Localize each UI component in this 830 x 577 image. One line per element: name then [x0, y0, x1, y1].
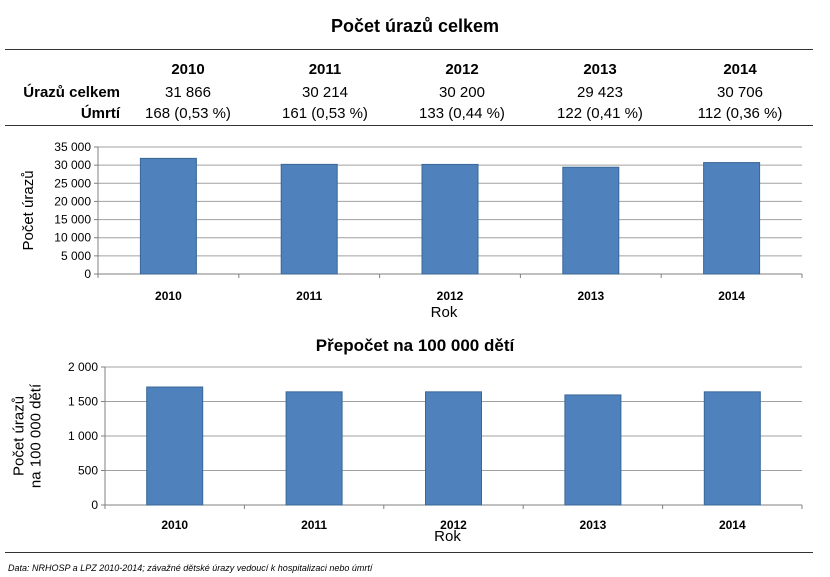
x-tick-label: 2012 [437, 289, 464, 303]
page-title: Počet úrazů celkem [330, 16, 500, 36]
y-tick-label: 500 [78, 464, 98, 478]
chart2-title: Přepočet na 100 000 dětí [315, 336, 515, 355]
year-header: 2012 [445, 61, 479, 78]
bar-2010 [139, 157, 197, 275]
per-100k-bar-chart: 0 500 1 000 1 500 2 000 2010 2011 2012 2013 2014 R… [11, 360, 803, 545]
table-cell: 30 706 [717, 84, 763, 101]
y-tick-label: 2 000 [68, 360, 98, 374]
bar-2013 [564, 394, 622, 506]
table-cell: 112 (0,36 %) [697, 105, 783, 122]
table-cell: 31 866 [165, 84, 211, 101]
y-axis-label-line: Počet úrazů [11, 396, 28, 476]
y-axis-label-line: na 100 000 dětí [28, 383, 45, 488]
bar-2012 [421, 163, 479, 275]
bar-2011 [280, 163, 338, 275]
y-axis-label: Počet úrazů na 100 000 dětí [11, 383, 45, 488]
year-header: 2013 [583, 61, 617, 78]
y-tick-label: 25 000 [54, 176, 91, 190]
divider-table [5, 125, 813, 126]
divider-bottom [5, 552, 813, 553]
bar-2010 [146, 386, 204, 506]
year-header: 2014 [723, 61, 757, 78]
x-tick-label: 2014 [718, 289, 745, 303]
y-tick-label: 1 500 [68, 395, 98, 409]
y-axis-label: Počet úrazů [20, 170, 37, 250]
y-tick-label: 0 [91, 498, 98, 512]
row-label-deaths: Úmrtí [80, 105, 120, 122]
y-tick-label: 30 000 [54, 158, 91, 172]
y-axis-label-line: Počet úrazů [20, 170, 37, 250]
table-cell: 133 (0,44 %) [419, 105, 505, 122]
row-label-injuries: Úrazů celkem [23, 84, 120, 101]
y-tick-label: 5 000 [61, 249, 91, 263]
x-tick-label: 2014 [719, 518, 746, 532]
x-tick-label: 2013 [580, 518, 607, 532]
y-tick-label: 15 000 [54, 213, 91, 227]
table-cell: 122 (0,41 %) [557, 105, 643, 122]
y-tick-label: 35 000 [54, 140, 91, 154]
x-tick-label: 2012 [440, 518, 467, 532]
y-tick-label: 10 000 [54, 231, 91, 245]
table-cell: 30 200 [439, 84, 485, 101]
x-tick-label: 2011 [301, 518, 327, 532]
bar-2012 [425, 391, 482, 506]
table-cell: 168 (0,53 %) [145, 105, 231, 122]
x-axis-label: Rok [434, 528, 461, 545]
x-axis-label: Rok [431, 304, 458, 321]
y-tick-label: 20 000 [54, 194, 91, 208]
x-tick-label: 2010 [155, 289, 182, 303]
source-note: Data: NRHOSP a LPZ 2010-2014; závažné dě… [8, 563, 373, 573]
bar-2014 [703, 391, 761, 506]
injuries-bar-chart: 0 5 000 10 000 15 000 20 000 25 000 30 000 35 0… [20, 140, 803, 321]
table-cell: 30 214 [302, 84, 348, 101]
y-tick-label: 0 [84, 267, 91, 281]
table-cell: 29 423 [577, 84, 623, 101]
x-tick-label: 2013 [577, 289, 604, 303]
year-header: 2011 [308, 61, 342, 78]
year-header: 2010 [171, 61, 205, 78]
bar-2013 [562, 166, 620, 275]
bar-2011 [285, 391, 343, 506]
x-tick-label: 2011 [296, 289, 322, 303]
bar-2014 [703, 162, 761, 275]
divider-top [5, 49, 813, 50]
y-tick-label: 1 000 [68, 429, 98, 443]
table-cell: 161 (0,53 %) [282, 105, 368, 122]
x-tick-label: 2010 [161, 518, 188, 532]
